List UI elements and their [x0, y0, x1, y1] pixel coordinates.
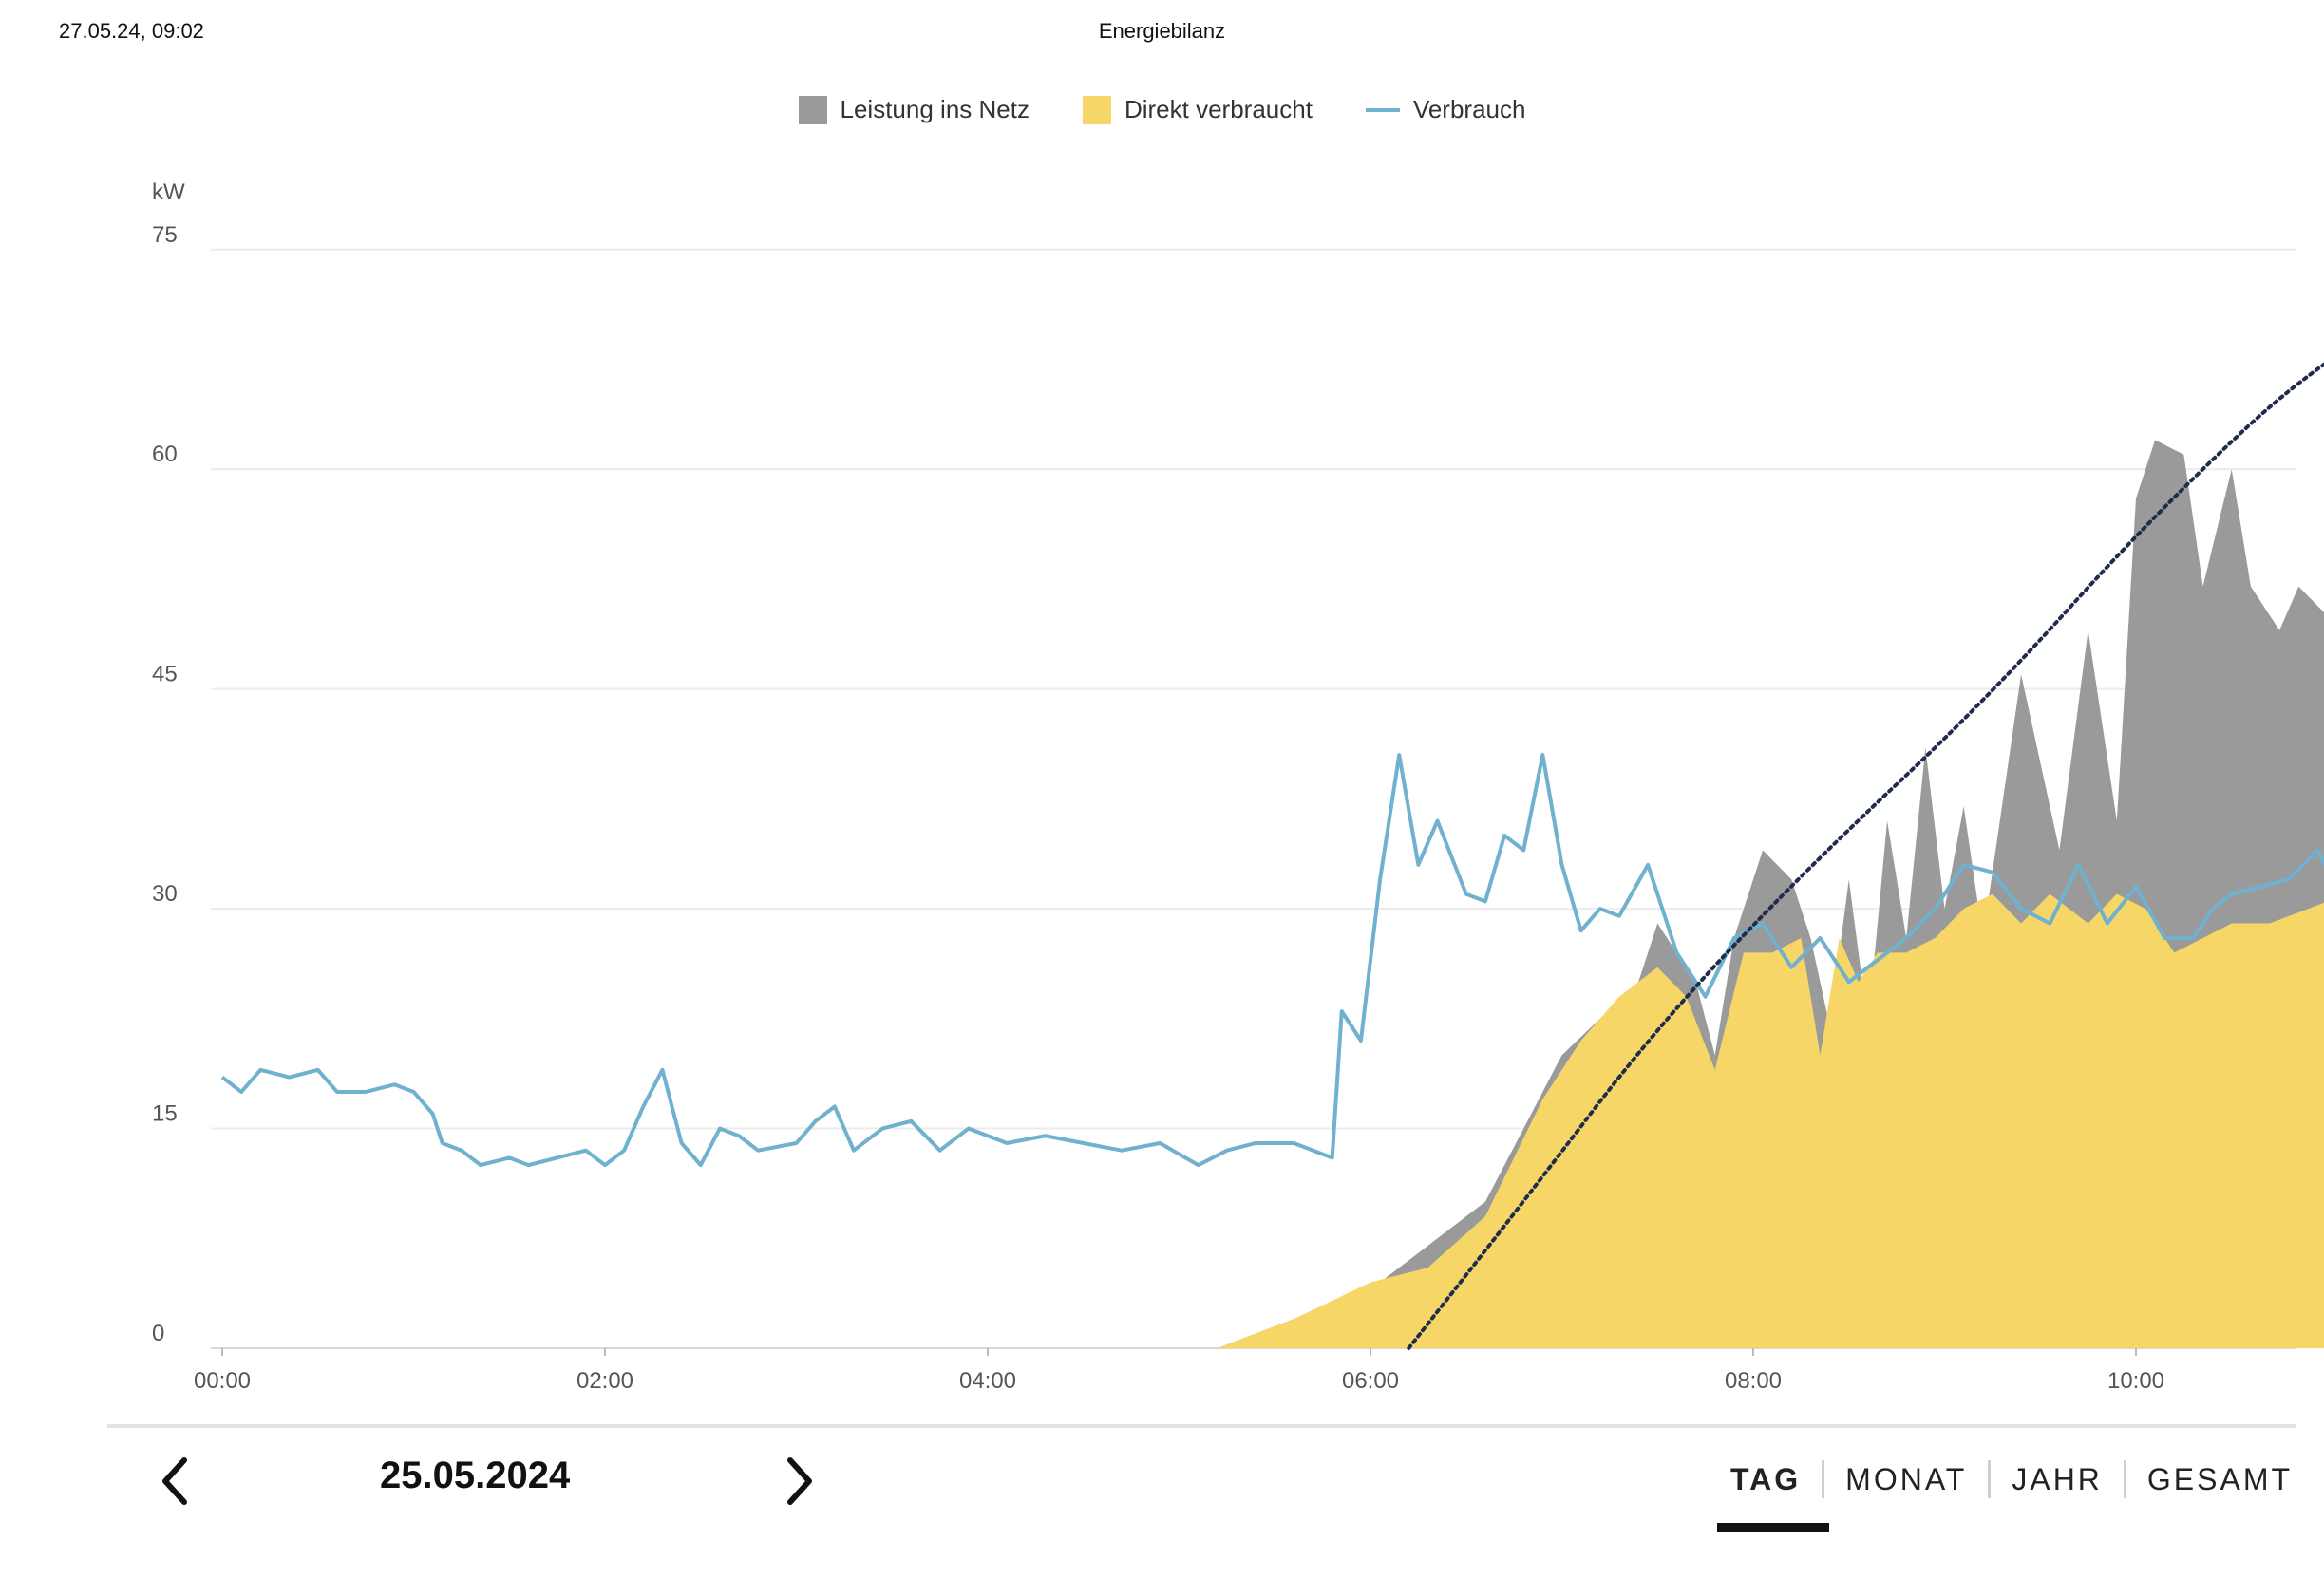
y-tick-label: 0 — [152, 1321, 164, 1346]
timestamp: 27.05.24, 09:02 — [59, 19, 204, 43]
tab-monat[interactable]: MONAT — [1845, 1461, 1968, 1496]
y-tick-label: 60 — [152, 441, 178, 467]
line-series — [220, 362, 2324, 1350]
trend-curve — [1407, 362, 2324, 1350]
previous-day-button[interactable] — [152, 1453, 198, 1510]
line-consumption — [220, 753, 2324, 1168]
legend-item-direct[interactable]: Direkt verbraucht — [1082, 95, 1313, 124]
x-tick-label: 04:00 — [959, 1368, 1016, 1394]
period-tabs: TAG MONAT JAHR GESAMT — [1710, 1460, 2314, 1498]
x-tick-label: 10:00 — [2107, 1368, 2164, 1394]
chevron-right-icon — [787, 1457, 812, 1505]
chart-title: Energiebilanz — [1098, 19, 1226, 43]
x-tick-label: 00:00 — [194, 1368, 251, 1394]
y-tick-label: 45 — [152, 662, 178, 687]
legend-swatch-direct — [1082, 95, 1111, 124]
x-tick-label: 06:00 — [1342, 1368, 1399, 1394]
legend-item-consumption[interactable]: Verbrauch — [1365, 95, 1526, 124]
y-tick-label: 75 — [152, 222, 178, 248]
chevron-left-icon — [162, 1457, 187, 1505]
tab-tag[interactable]: TAG — [1730, 1461, 1802, 1496]
energy-chart: 0 15 30 45 60 75 00:00 02:00 04:00 06:00 08:00 10:… — [152, 179, 2324, 1394]
tab-separator — [1988, 1460, 1992, 1498]
chart-legend: Leistung ins Netz Direkt verbraucht Verb… — [0, 95, 2324, 124]
legend-label-export: Leistung ins Netz — [840, 95, 1030, 123]
legend-swatch-consumption — [1365, 107, 1400, 112]
y-axis: 0 15 30 45 60 75 — [152, 222, 178, 1346]
legend-label-direct: Direkt verbraucht — [1124, 95, 1313, 123]
y-tick-label: 15 — [152, 1101, 178, 1127]
legend-item-export[interactable]: Leistung ins Netz — [798, 95, 1030, 124]
tab-separator — [2123, 1460, 2126, 1498]
x-tick-label: 08:00 — [1725, 1368, 1782, 1394]
area-direct — [222, 893, 2324, 1348]
footer-divider — [107, 1424, 2296, 1428]
legend-swatch-export — [798, 95, 827, 124]
area-series — [222, 440, 2324, 1348]
legend-label-consumption: Verbrauch — [1412, 95, 1526, 123]
tab-gesamt[interactable]: GESAMT — [2146, 1461, 2294, 1496]
y-axis-label: kW — [152, 179, 185, 205]
y-tick-label: 30 — [152, 881, 178, 907]
tab-separator — [1822, 1460, 1825, 1498]
tab-jahr[interactable]: JAHR — [2012, 1461, 2103, 1496]
x-axis: 00:0002:0004:0006:0008:0010:0012:0014:00… — [194, 1348, 2164, 1394]
next-day-button[interactable] — [777, 1453, 822, 1510]
active-tab-indicator — [1717, 1523, 1829, 1532]
x-tick-label: 02:00 — [576, 1368, 633, 1394]
selected-date[interactable]: 25.05.2024 — [380, 1455, 571, 1496]
